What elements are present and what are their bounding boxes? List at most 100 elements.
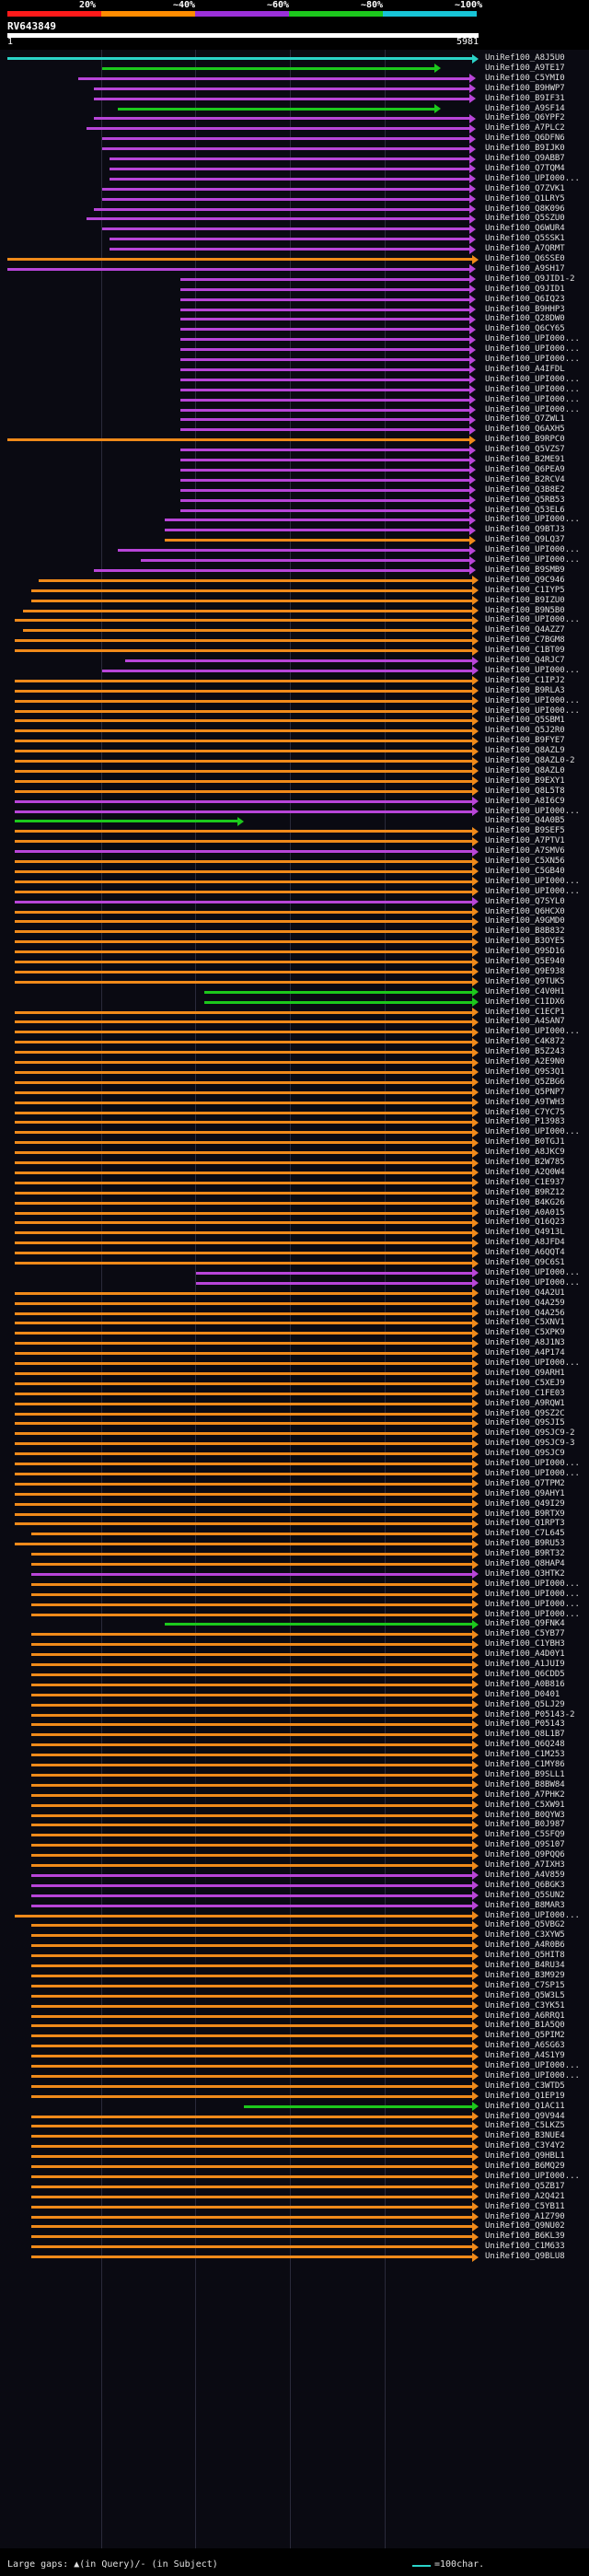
hit-label[interactable]: UniRef100_A9TWH3 bbox=[485, 1097, 565, 1107]
hit-label[interactable]: UniRef100_B5Z243 bbox=[485, 1047, 565, 1057]
hit-label[interactable]: UniRef100_Q8L5T8 bbox=[485, 786, 565, 796]
hit-label[interactable]: UniRef100_Q4AZZ7 bbox=[485, 625, 565, 635]
hit-label[interactable]: UniRef100_UPI000... bbox=[485, 334, 580, 344]
hit-label[interactable]: UniRef100_Q9V944 bbox=[485, 2111, 565, 2121]
hit-label[interactable]: UniRef100_Q5SUN2 bbox=[485, 1890, 565, 1900]
hit-label[interactable]: UniRef100_B9RZ12 bbox=[485, 1187, 565, 1197]
hit-label[interactable]: UniRef100_Q4A256 bbox=[485, 1308, 565, 1318]
hit-label[interactable]: UniRef100_C1M633 bbox=[485, 2242, 565, 2252]
hit-label[interactable]: UniRef100_UPI000... bbox=[485, 2171, 580, 2181]
hit-label[interactable]: UniRef100_A4D0Y1 bbox=[485, 1649, 565, 1660]
hit-label[interactable]: UniRef100_A9SF14 bbox=[485, 103, 565, 113]
hit-label[interactable]: UniRef100_Q5ZB17 bbox=[485, 2181, 565, 2191]
hit-label[interactable]: UniRef100_C1ECP1 bbox=[485, 1007, 565, 1017]
hit-label[interactable]: UniRef100_B1A5Q0 bbox=[485, 2021, 565, 2031]
hit-label[interactable]: UniRef100_Q9ABB7 bbox=[485, 154, 565, 163]
hit-label[interactable]: UniRef100_UPI000... bbox=[485, 2061, 580, 2070]
hit-label[interactable]: UniRef100_Q4A259 bbox=[485, 1298, 565, 1308]
hit-label[interactable]: UniRef100_B9SMB9 bbox=[485, 565, 565, 575]
hit-label[interactable]: UniRef100_Q7TQM4 bbox=[485, 163, 565, 173]
hit-label[interactable]: UniRef100_Q3HTK2 bbox=[485, 1568, 565, 1579]
hit-label[interactable]: UniRef100_UPI000... bbox=[485, 1609, 580, 1619]
hit-label[interactable]: UniRef100_A4SAN7 bbox=[485, 1017, 565, 1027]
hit-label[interactable]: UniRef100_Q5RB53 bbox=[485, 495, 565, 505]
hit-label[interactable]: UniRef100_C3YK51 bbox=[485, 2000, 565, 2011]
hit-label[interactable]: UniRef100_C1BT09 bbox=[485, 646, 565, 656]
hit-label[interactable]: UniRef100_Q8AZL0-2 bbox=[485, 756, 575, 765]
hit-label[interactable]: UniRef100_Q6HCX0 bbox=[485, 906, 565, 916]
hit-label[interactable]: UniRef100_C5YB77 bbox=[485, 1629, 565, 1639]
hit-label[interactable]: UniRef100_C7L645 bbox=[485, 1529, 565, 1539]
hit-label[interactable]: UniRef100_B9FYE7 bbox=[485, 736, 565, 746]
hit-label[interactable]: UniRef100_Q8L1B7 bbox=[485, 1730, 565, 1740]
hit-label[interactable]: UniRef100_A2Q421 bbox=[485, 2191, 565, 2201]
hit-label[interactable]: UniRef100_C1YBH3 bbox=[485, 1639, 565, 1649]
hit-label[interactable]: UniRef100_Q9ARH1 bbox=[485, 1368, 565, 1378]
hit-label[interactable]: UniRef100_Q9PQQ6 bbox=[485, 1850, 565, 1860]
hit-label[interactable]: UniRef100_UPI000... bbox=[485, 173, 580, 183]
hit-label[interactable]: UniRef100_Q4RJC7 bbox=[485, 656, 565, 665]
hit-label[interactable]: UniRef100_Q9SZ2C bbox=[485, 1408, 565, 1418]
hit-label[interactable]: UniRef100_Q9FNK4 bbox=[485, 1619, 565, 1629]
hit-label[interactable]: UniRef100_C5XNV1 bbox=[485, 1318, 565, 1328]
hit-label[interactable]: UniRef100_A6SG63 bbox=[485, 2041, 565, 2051]
hit-label[interactable]: UniRef100_P05143 bbox=[485, 1719, 565, 1730]
hit-label[interactable]: UniRef100_A1Z790 bbox=[485, 2211, 565, 2221]
hit-label[interactable]: UniRef100_Q5W3L5 bbox=[485, 1990, 565, 2000]
hit-label[interactable]: UniRef100_B0J987 bbox=[485, 1820, 565, 1830]
hit-label[interactable]: UniRef100_Q6CY65 bbox=[485, 324, 565, 334]
hit-label[interactable]: UniRef100_Q9SJI5 bbox=[485, 1418, 565, 1428]
hit-label[interactable]: UniRef100_C5XEJ9 bbox=[485, 1378, 565, 1388]
hit-label[interactable]: UniRef100_P05143-2 bbox=[485, 1709, 575, 1719]
hit-label[interactable]: UniRef100_B0QYW3 bbox=[485, 1810, 565, 1820]
hit-label[interactable]: UniRef100_C5XPK9 bbox=[485, 1328, 565, 1338]
hit-label[interactable]: UniRef100_A2Q0W4 bbox=[485, 1167, 565, 1177]
hit-label[interactable]: UniRef100_B2ME91 bbox=[485, 455, 565, 464]
hit-label[interactable]: UniRef100_B9N5B0 bbox=[485, 605, 565, 615]
hit-label[interactable]: UniRef100_B9SLL1 bbox=[485, 1769, 565, 1779]
hit-label[interactable]: UniRef100_Q9C946 bbox=[485, 575, 565, 585]
hit-label[interactable]: UniRef100_C7YC75 bbox=[485, 1107, 565, 1117]
hit-label[interactable]: UniRef100_Q4A2U1 bbox=[485, 1288, 565, 1298]
hit-label[interactable]: UniRef100_B2W785 bbox=[485, 1158, 565, 1167]
hit-label[interactable]: UniRef100_A7QRMT bbox=[485, 244, 565, 254]
hit-label[interactable]: UniRef100_UPI000... bbox=[485, 344, 580, 355]
hit-label[interactable]: UniRef100_Q5J2R0 bbox=[485, 726, 565, 736]
hit-label[interactable]: UniRef100_UPI000... bbox=[485, 1459, 580, 1468]
hit-label[interactable]: UniRef100_Q9E938 bbox=[485, 966, 565, 976]
hit-label[interactable]: UniRef100_A9RQW1 bbox=[485, 1398, 565, 1408]
hit-label[interactable]: UniRef100_Q4913L bbox=[485, 1228, 565, 1238]
hit-label[interactable]: UniRef100_Q5SBM1 bbox=[485, 716, 565, 726]
hit-label[interactable]: UniRef100_C5XW91 bbox=[485, 1800, 565, 1810]
hit-label[interactable]: UniRef100_Q9SJC9-2 bbox=[485, 1428, 575, 1439]
hit-label[interactable]: UniRef100_Q4A0B5 bbox=[485, 816, 565, 826]
hit-label[interactable]: UniRef100_Q9NU02 bbox=[485, 2221, 565, 2232]
hit-label[interactable]: UniRef100_UPI000... bbox=[485, 806, 580, 816]
hit-label[interactable]: UniRef100_Q6CDD5 bbox=[485, 1669, 565, 1679]
hit-label[interactable]: UniRef100_Q5E940 bbox=[485, 957, 565, 966]
hit-label[interactable]: UniRef100_C1FE03 bbox=[485, 1388, 565, 1398]
hit-label[interactable]: UniRef100_Q6YPF2 bbox=[485, 113, 565, 123]
hit-label[interactable]: UniRef100_UPI000... bbox=[485, 615, 580, 625]
hit-label[interactable]: UniRef100_A8J5U0 bbox=[485, 53, 565, 63]
hit-label[interactable]: UniRef100_B3NUE4 bbox=[485, 2131, 565, 2141]
hit-label[interactable]: UniRef100_Q1EP19 bbox=[485, 2091, 565, 2101]
hit-label[interactable]: UniRef100_UPI000... bbox=[485, 1277, 580, 1288]
hit-label[interactable]: UniRef100_Q7ZVK1 bbox=[485, 183, 565, 193]
hit-label[interactable]: UniRef100_A0B816 bbox=[485, 1679, 565, 1689]
hit-label[interactable]: UniRef100_B3OYE5 bbox=[485, 937, 565, 947]
hit-label[interactable]: UniRef100_UPI000... bbox=[485, 665, 580, 675]
hit-label[interactable]: UniRef100_A8I6C9 bbox=[485, 796, 565, 806]
hit-label[interactable]: UniRef100_Q7ZWL1 bbox=[485, 414, 565, 425]
hit-label[interactable]: UniRef100_Q9SJC9 bbox=[485, 1449, 565, 1459]
hit-label[interactable]: UniRef100_Q5HIT8 bbox=[485, 1951, 565, 1961]
hit-label[interactable]: UniRef100_A9TE17 bbox=[485, 63, 565, 73]
hit-label[interactable]: UniRef100_UPI000... bbox=[485, 1579, 580, 1589]
hit-label[interactable]: UniRef100_C3WTD5 bbox=[485, 2081, 565, 2091]
hit-label[interactable]: UniRef100_A9GMD0 bbox=[485, 916, 565, 927]
hit-label[interactable]: UniRef100_Q5VBG2 bbox=[485, 1920, 565, 1930]
hit-label[interactable]: UniRef100_UPI000... bbox=[485, 555, 580, 565]
hit-label[interactable]: UniRef100_A7IXH3 bbox=[485, 1860, 565, 1870]
hit-label[interactable]: UniRef100_Q5SSK1 bbox=[485, 234, 565, 244]
hit-label[interactable]: UniRef100_C7BGM8 bbox=[485, 635, 565, 646]
